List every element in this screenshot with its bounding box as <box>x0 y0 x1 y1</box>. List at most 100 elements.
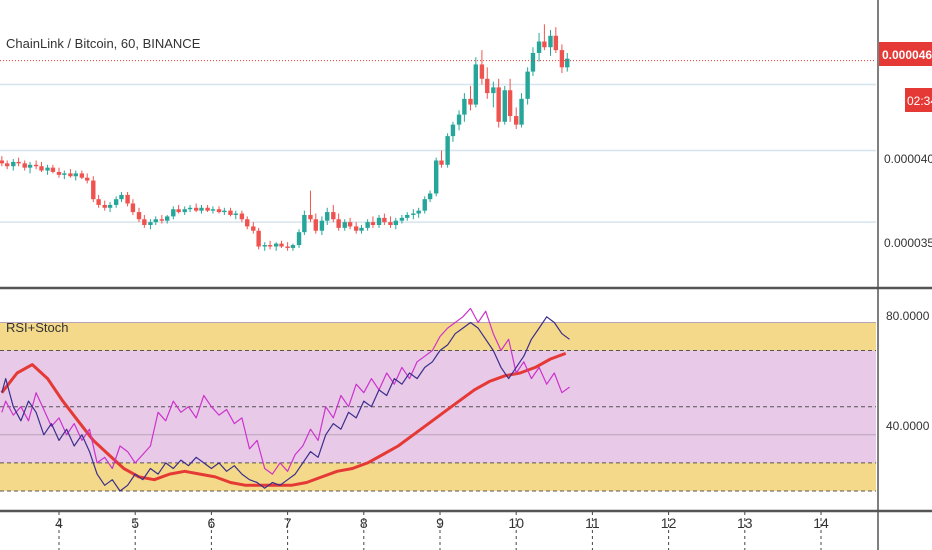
candle-body <box>336 219 341 228</box>
candle-body <box>365 222 370 228</box>
candle-body <box>416 210 421 214</box>
candle-body <box>273 243 279 247</box>
candle-body <box>96 199 101 205</box>
countdown-tag <box>905 88 932 112</box>
candle-body <box>73 173 78 177</box>
candle-body <box>491 87 496 94</box>
time-axis[interactable]: 4 5 6 7 8 9 10 11 12 13 14 <box>55 512 829 550</box>
candle-body <box>107 204 113 208</box>
candle-body <box>411 213 416 215</box>
candle-body <box>405 214 410 218</box>
candle-body <box>193 207 199 211</box>
price-tick-label: 0.00004000 <box>884 152 932 166</box>
time-tick-label: 11 <box>585 515 600 531</box>
candle-body <box>462 98 467 115</box>
candle-body <box>4 163 10 167</box>
current-price-tag <box>879 42 932 66</box>
candle-body <box>0 160 5 164</box>
candle-body <box>542 41 547 48</box>
candle-body <box>153 219 158 223</box>
candle-body <box>530 52 536 72</box>
candle-body <box>319 220 325 231</box>
candle-body <box>370 222 376 225</box>
candle-body <box>302 214 307 233</box>
candle-body <box>27 164 33 168</box>
candle-body <box>142 219 147 225</box>
candle-body <box>427 193 433 200</box>
candle-body <box>342 222 347 228</box>
candle-body <box>359 227 364 231</box>
candle-body <box>68 173 73 177</box>
symbol-title[interactable]: ChainLink / Bitcoin, 60, BINANCE <box>6 36 201 51</box>
candle-body <box>422 199 427 211</box>
candle-body <box>171 209 176 217</box>
price-tick-label: 0.00003500 <box>884 236 932 250</box>
candle-body <box>468 98 473 105</box>
candle-body <box>251 226 256 231</box>
time-tick-label: 8 <box>360 515 368 531</box>
candle-body <box>353 226 359 231</box>
time-tick-label: 7 <box>284 515 292 531</box>
candle-body <box>182 209 187 213</box>
candle-body <box>148 222 153 225</box>
candle-body <box>205 207 210 211</box>
candle-body <box>136 212 142 220</box>
candle-body <box>331 212 336 220</box>
time-tick-label: 10 <box>508 515 524 531</box>
candle-body <box>308 214 313 220</box>
candle-body <box>39 166 44 171</box>
candle-body <box>290 245 296 248</box>
candle-body <box>536 41 542 53</box>
candle-body <box>519 98 524 125</box>
candle-body <box>91 180 96 200</box>
candle-body <box>393 220 399 225</box>
candle-body <box>450 124 456 137</box>
candle-body <box>22 163 27 168</box>
oscillator-bands <box>0 321 876 492</box>
indicator-title[interactable]: RSI+Stoch <box>6 320 69 335</box>
time-tick-label: 9 <box>436 515 444 531</box>
stoch-d-line <box>1 307 570 475</box>
axis-labels: 0.00004000 0.00003500 80.0000 40.0000 <box>884 152 932 433</box>
candle-body <box>325 212 330 221</box>
time-tick-label: 13 <box>737 515 753 531</box>
candle-body <box>84 177 90 181</box>
time-tick-label: 4 <box>55 515 63 531</box>
candle-body <box>502 90 507 122</box>
candle-body <box>262 245 267 247</box>
current-price-value: 0.00004627 <box>882 48 932 62</box>
candle-body <box>376 217 382 225</box>
candle-body <box>279 243 284 247</box>
candle-body <box>473 64 479 105</box>
candle-body <box>267 245 273 247</box>
candle-body <box>159 219 165 221</box>
candle-body <box>176 209 181 213</box>
candle-body <box>433 160 439 194</box>
candle-body <box>256 230 261 247</box>
candle-body <box>245 219 250 227</box>
candle-body <box>548 35 553 48</box>
candle-body <box>514 116 519 125</box>
candlestick-series <box>0 24 570 251</box>
candle-body <box>210 209 216 211</box>
candle-body <box>119 194 124 200</box>
candle-body <box>399 217 405 221</box>
candle-body <box>507 90 513 117</box>
candle-body <box>382 217 387 223</box>
candle-body <box>479 64 485 79</box>
candle-body <box>525 71 530 99</box>
candle-body <box>313 219 318 231</box>
candle-body <box>50 167 56 172</box>
time-tick-label: 14 <box>813 515 829 531</box>
candle-body <box>113 199 119 205</box>
candle-body <box>439 160 444 165</box>
candle-body <box>130 203 136 213</box>
candle-body <box>496 87 501 122</box>
candle-body <box>102 204 107 208</box>
candle-body <box>45 167 50 171</box>
candle-body <box>222 210 227 213</box>
candle-body <box>228 210 233 215</box>
candle-body <box>388 222 393 225</box>
candle-body <box>125 194 130 204</box>
